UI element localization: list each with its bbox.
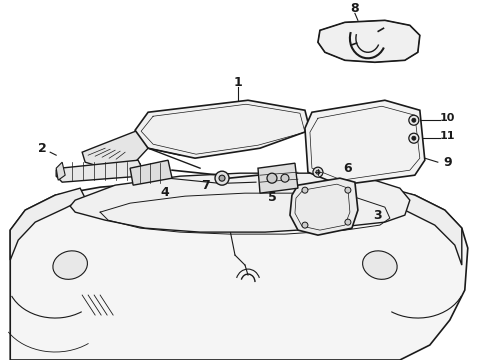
Text: 11: 11 xyxy=(440,131,456,141)
Circle shape xyxy=(345,219,351,225)
Polygon shape xyxy=(135,100,310,158)
Polygon shape xyxy=(290,178,358,235)
Circle shape xyxy=(267,173,277,183)
Polygon shape xyxy=(10,180,468,360)
Polygon shape xyxy=(56,160,142,182)
Polygon shape xyxy=(56,162,65,180)
Ellipse shape xyxy=(53,251,87,279)
Circle shape xyxy=(412,118,416,122)
Polygon shape xyxy=(70,173,410,232)
Text: 8: 8 xyxy=(350,2,359,15)
Text: 6: 6 xyxy=(343,162,352,175)
Text: 7: 7 xyxy=(201,179,209,192)
Polygon shape xyxy=(318,20,420,62)
Circle shape xyxy=(302,222,308,228)
Polygon shape xyxy=(82,130,148,168)
Polygon shape xyxy=(258,163,298,193)
Circle shape xyxy=(219,175,225,181)
Text: 10: 10 xyxy=(440,113,456,123)
Text: 5: 5 xyxy=(268,191,276,204)
Circle shape xyxy=(313,167,323,177)
Ellipse shape xyxy=(363,251,397,279)
Circle shape xyxy=(409,115,419,125)
Text: 9: 9 xyxy=(443,156,452,169)
Text: 1: 1 xyxy=(234,76,243,89)
Text: 3: 3 xyxy=(373,209,382,222)
Circle shape xyxy=(412,136,416,140)
Polygon shape xyxy=(130,160,172,185)
Circle shape xyxy=(409,133,419,143)
Text: 4: 4 xyxy=(161,186,170,199)
Circle shape xyxy=(302,187,308,193)
Polygon shape xyxy=(10,188,85,260)
Circle shape xyxy=(215,171,229,185)
Circle shape xyxy=(345,187,351,193)
Circle shape xyxy=(316,170,320,174)
Polygon shape xyxy=(305,100,425,185)
Polygon shape xyxy=(385,188,462,265)
Text: 2: 2 xyxy=(38,142,47,155)
Circle shape xyxy=(281,174,289,182)
